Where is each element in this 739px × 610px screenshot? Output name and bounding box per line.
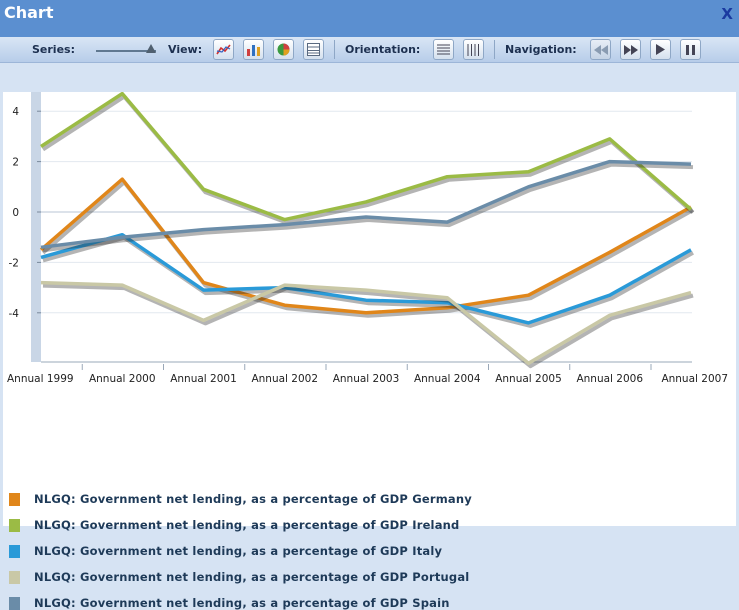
rewind-icon: [593, 44, 608, 55]
series-label: Series:: [32, 43, 75, 56]
pie-chart-button[interactable]: [273, 39, 294, 60]
series-line: [40, 159, 692, 250]
vertical-orientation-button[interactable]: [463, 39, 484, 60]
fast-forward-icon: [623, 44, 638, 55]
table-view-button[interactable]: [303, 39, 324, 60]
y-tick-label: -4: [9, 308, 20, 320]
window-titlebar: Chart X: [0, 0, 739, 37]
bar-chart-icon: [247, 45, 260, 56]
toolbar-spacer: [0, 64, 739, 92]
series-line: [39, 177, 692, 315]
series-shadow: [42, 162, 694, 253]
line-chart-button[interactable]: [213, 39, 234, 60]
fast-forward-button[interactable]: [620, 39, 641, 60]
series-line: [40, 280, 692, 365]
vertical-lines-icon: [467, 43, 479, 56]
chart-toolbar: Series: View: Orientation: Navigation:: [0, 37, 739, 63]
x-tick-label: Annual 2003: [333, 373, 400, 385]
table-icon: [307, 43, 320, 56]
x-tick-label: Annual 2005: [495, 373, 562, 385]
legend-label: NLGQ: Government net lending, as a perce…: [34, 596, 450, 610]
legend-swatch: [9, 597, 20, 610]
x-tick-label: Annual 2002: [251, 373, 318, 385]
chart-panel: 4 2 0 -2 -4 Annual 1999 Annual 2000 Annual 2001…: [3, 92, 736, 610]
series-line: [40, 232, 692, 325]
x-tick-label: Annual 2007: [661, 373, 728, 385]
toolbar-divider: [494, 40, 495, 59]
y-tick-label: -2: [9, 257, 19, 269]
toolbar-divider: [334, 40, 335, 59]
x-tick-label: Annual 2000: [89, 373, 156, 385]
legend-swatch: [9, 493, 20, 506]
y-tick-label: 0: [12, 207, 19, 219]
rewind-button[interactable]: [590, 39, 611, 60]
series-line: [40, 92, 693, 222]
legend-swatch: [9, 571, 20, 584]
window-title: Chart: [4, 3, 54, 22]
play-button[interactable]: [650, 39, 671, 60]
navigation-label: Navigation:: [505, 43, 577, 56]
y-tick-label: 2: [12, 157, 19, 169]
x-tick-label: Annual 1999: [7, 373, 74, 385]
y-tick-label: 4: [12, 106, 19, 118]
x-tick-label: Annual 2004: [414, 373, 481, 385]
series-slider-handle[interactable]: [146, 44, 156, 53]
close-button[interactable]: X: [721, 5, 733, 23]
pie-chart-icon: [277, 43, 290, 56]
pause-button[interactable]: [680, 39, 701, 60]
line-chart-icon: [216, 44, 231, 55]
legend-swatch: [9, 545, 20, 558]
legend-label: NLGQ: Government net lending, as a perce…: [34, 518, 460, 532]
y-axis-band: [31, 92, 41, 362]
view-label: View:: [168, 43, 203, 56]
bar-chart-button[interactable]: [243, 39, 264, 60]
legend-label: NLGQ: Government net lending, as a perce…: [34, 544, 443, 558]
horizontal-lines-icon: [437, 44, 450, 55]
series-slider[interactable]: [96, 50, 156, 52]
line-chart: 4 2 0 -2 -4 Annual 1999 Annual 2000 Annual 2001…: [7, 92, 728, 385]
legend-swatch: [9, 519, 20, 532]
legend-label: NLGQ: Government net lending, as a perce…: [34, 492, 472, 506]
horizontal-orientation-button[interactable]: [433, 39, 454, 60]
pause-icon: [686, 44, 695, 55]
x-tick-label: Annual 2001: [170, 373, 237, 385]
series-shadow: [42, 283, 694, 369]
x-tick-label: Annual 2006: [576, 373, 643, 385]
legend-label: NLGQ: Government net lending, as a perce…: [34, 570, 470, 584]
play-icon: [656, 44, 665, 55]
orientation-label: Orientation:: [345, 43, 421, 56]
